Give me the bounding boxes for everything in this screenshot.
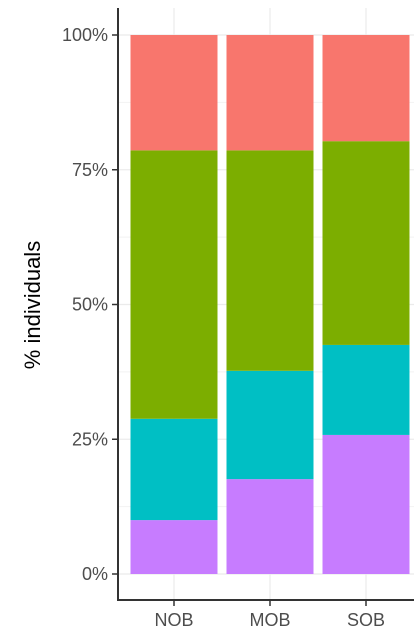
y-tick-label: 100% <box>62 25 108 45</box>
x-tick-label: NOB <box>154 610 193 630</box>
bar-segment <box>130 520 218 574</box>
bar-segment <box>130 418 218 521</box>
bar-segment <box>130 150 218 419</box>
y-tick-label: 0% <box>82 564 108 584</box>
bar-segment <box>322 35 410 142</box>
x-tick-label: MOB <box>249 610 290 630</box>
bar-segment <box>226 35 314 151</box>
y-tick-label: 75% <box>72 160 108 180</box>
y-axis-label: % individuals <box>20 241 45 369</box>
x-tick-label: SOB <box>347 610 385 630</box>
bar-segment <box>226 150 314 371</box>
bar-segment <box>226 370 314 480</box>
bars <box>130 35 410 574</box>
x-axis-ticks: NOB MOB SOB <box>154 600 385 630</box>
y-tick-label: 25% <box>72 429 108 449</box>
bar-segment <box>322 141 410 345</box>
y-axis-ticks: 0% 25% 50% 75% 100% <box>62 25 118 584</box>
bar-segment <box>322 344 410 435</box>
y-tick-label: 50% <box>72 295 108 315</box>
bar-segment <box>322 434 410 574</box>
bar-segment <box>226 479 314 574</box>
bar-segment <box>130 35 218 151</box>
